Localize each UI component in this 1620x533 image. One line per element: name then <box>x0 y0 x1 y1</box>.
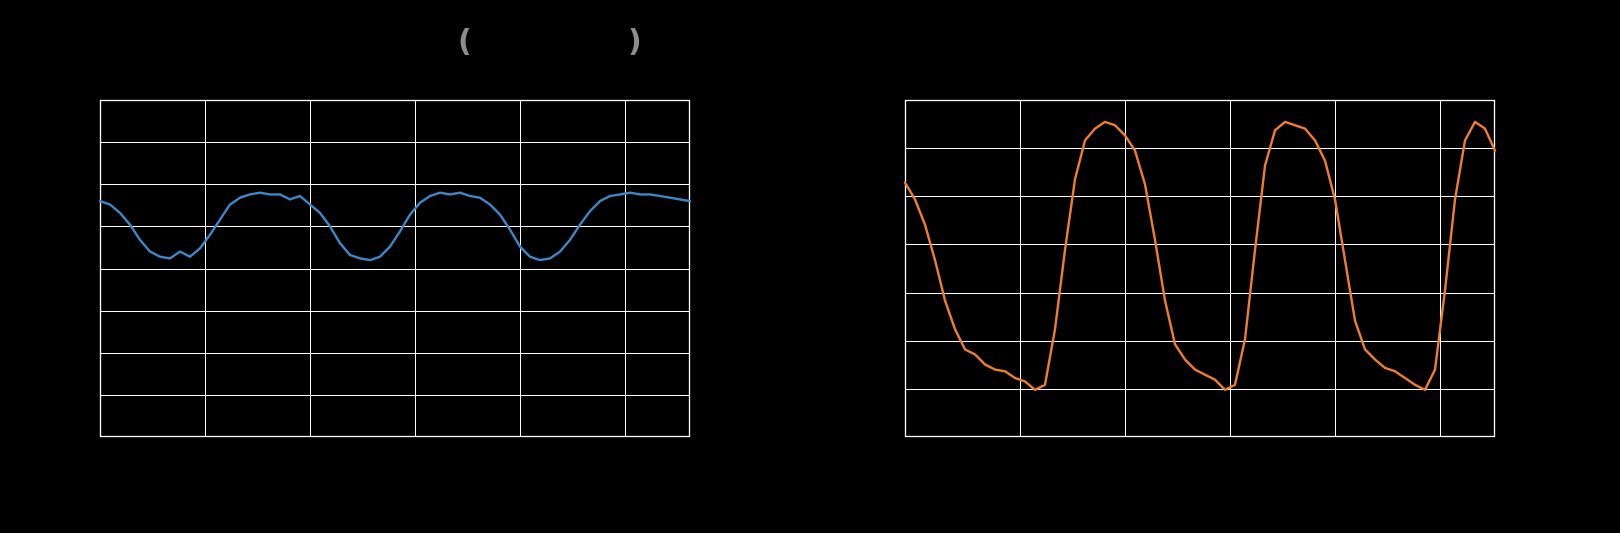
right-waveform-chart <box>903 99 1497 438</box>
left-chart-title-paren-open: ( <box>458 24 472 59</box>
left-waveform-chart <box>98 99 692 438</box>
left-chart-title-paren-close: ) <box>628 24 642 59</box>
plot-border <box>904 99 1496 438</box>
left-waveform-plot <box>98 99 692 438</box>
left-waveform-line <box>98 191 692 262</box>
right-waveform-plot <box>903 99 1497 438</box>
right-waveform-line <box>903 120 1497 391</box>
plot-border <box>99 99 691 438</box>
